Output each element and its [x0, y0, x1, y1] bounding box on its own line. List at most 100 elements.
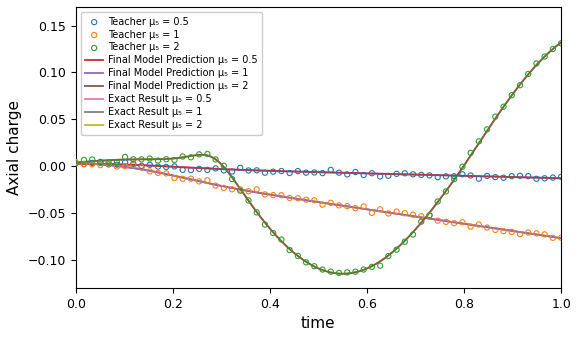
Teacher μ₅ = 2 — [236, 188, 245, 193]
Teacher μ₅ = 1 — [203, 177, 212, 183]
Teacher μ₅ = 0.5 — [343, 172, 352, 177]
Teacher μ₅ = 1 — [252, 187, 261, 192]
Final Model Prediction μ₅ = 1 — [303, 198, 310, 202]
Teacher μ₅ = 2 — [112, 160, 121, 165]
Teacher μ₅ = 0.5 — [532, 176, 541, 182]
Exact Result μ₅ = 0.5 — [72, 162, 79, 166]
Teacher μ₅ = 0.5 — [359, 172, 368, 178]
Teacher μ₅ = 1 — [186, 176, 195, 182]
Teacher μ₅ = 2 — [96, 160, 105, 166]
Final Model Prediction μ₅ = 1 — [335, 203, 342, 207]
Teacher μ₅ = 2 — [392, 247, 401, 252]
Teacher μ₅ = 2 — [442, 189, 451, 194]
Final Model Prediction μ₅ = 0.5 — [558, 176, 565, 180]
Exact Result μ₅ = 1 — [306, 199, 313, 203]
Final Model Prediction μ₅ = 0.5 — [470, 174, 477, 178]
Teacher μ₅ = 2 — [507, 93, 516, 98]
Teacher μ₅ = 0.5 — [302, 170, 311, 175]
Teacher μ₅ = 2 — [549, 46, 558, 52]
Teacher μ₅ = 2 — [293, 253, 302, 259]
Teacher μ₅ = 2 — [491, 114, 500, 119]
Exact Result μ₅ = 1 — [361, 207, 368, 211]
Teacher μ₅ = 0.5 — [236, 165, 245, 170]
Teacher μ₅ = 0.5 — [112, 162, 121, 167]
Teacher μ₅ = 2 — [425, 213, 434, 218]
Teacher μ₅ = 1 — [376, 207, 385, 212]
Exact Result μ₅ = 2 — [72, 160, 79, 164]
Teacher μ₅ = 2 — [170, 158, 179, 163]
Final Model Prediction μ₅ = 0.5 — [335, 171, 342, 175]
Teacher μ₅ = 1 — [499, 228, 508, 234]
Teacher μ₅ = 2 — [129, 156, 138, 162]
Teacher μ₅ = 0.5 — [310, 170, 319, 175]
Teacher μ₅ = 1 — [79, 162, 88, 167]
Final Model Prediction μ₅ = 2 — [303, 260, 310, 264]
Final Model Prediction μ₅ = 1 — [361, 207, 368, 211]
Teacher μ₅ = 2 — [557, 41, 566, 46]
Line: Exact Result μ₅ = 0.5: Exact Result μ₅ = 0.5 — [76, 164, 561, 178]
Final Model Prediction μ₅ = 2 — [335, 271, 342, 275]
Teacher μ₅ = 2 — [162, 156, 171, 162]
Teacher μ₅ = 1 — [532, 231, 541, 236]
Teacher μ₅ = 1 — [219, 185, 228, 191]
Teacher μ₅ = 1 — [351, 206, 360, 211]
Teacher μ₅ = 1 — [170, 175, 179, 181]
Teacher μ₅ = 1 — [343, 203, 352, 209]
Exact Result μ₅ = 1 — [72, 160, 79, 164]
Exact Result μ₅ = 2 — [471, 148, 478, 152]
Line: Final Model Prediction μ₅ = 2: Final Model Prediction μ₅ = 2 — [76, 43, 561, 274]
Teacher μ₅ = 2 — [104, 160, 113, 165]
Teacher μ₅ = 1 — [227, 187, 236, 192]
Final Model Prediction μ₅ = 0.5 — [72, 162, 79, 166]
Teacher μ₅ = 1 — [466, 224, 475, 229]
Teacher μ₅ = 0.5 — [129, 161, 138, 167]
Teacher μ₅ = 1 — [87, 162, 97, 167]
Teacher μ₅ = 1 — [334, 203, 343, 208]
Final Model Prediction μ₅ = 1 — [306, 199, 313, 203]
Teacher μ₅ = 0.5 — [425, 173, 434, 178]
Teacher μ₅ = 1 — [425, 213, 434, 218]
Final Model Prediction μ₅ = 2 — [471, 148, 478, 152]
Teacher μ₅ = 0.5 — [392, 171, 401, 176]
Teacher μ₅ = 2 — [260, 222, 269, 227]
Teacher μ₅ = 1 — [474, 222, 483, 227]
Exact Result μ₅ = 2 — [362, 267, 369, 271]
Teacher μ₅ = 0.5 — [483, 173, 492, 179]
Teacher μ₅ = 0.5 — [87, 160, 97, 166]
Teacher μ₅ = 2 — [285, 247, 294, 253]
Teacher μ₅ = 1 — [458, 219, 467, 225]
Teacher μ₅ = 2 — [417, 219, 426, 224]
Teacher μ₅ = 2 — [458, 164, 467, 169]
Teacher μ₅ = 1 — [359, 204, 368, 209]
Teacher μ₅ = 2 — [433, 199, 442, 204]
Teacher μ₅ = 1 — [269, 192, 278, 198]
Teacher μ₅ = 1 — [417, 214, 426, 219]
Teacher μ₅ = 2 — [466, 150, 475, 155]
Teacher μ₅ = 1 — [557, 235, 566, 240]
Teacher μ₅ = 0.5 — [145, 162, 154, 168]
Line: Exact Result μ₅ = 2: Exact Result μ₅ = 2 — [76, 43, 561, 274]
Teacher μ₅ = 2 — [367, 264, 376, 270]
Teacher μ₅ = 0.5 — [491, 174, 500, 180]
Teacher μ₅ = 0.5 — [549, 175, 558, 180]
Teacher μ₅ = 0.5 — [450, 173, 459, 179]
Teacher μ₅ = 2 — [310, 264, 319, 269]
Teacher μ₅ = 1 — [540, 232, 549, 237]
Exact Result μ₅ = 0.5 — [546, 176, 553, 180]
Final Model Prediction μ₅ = 1 — [546, 234, 553, 238]
Teacher μ₅ = 1 — [516, 232, 525, 237]
Teacher μ₅ = 2 — [178, 154, 187, 159]
Final Model Prediction μ₅ = 2 — [558, 41, 565, 45]
Teacher μ₅ = 1 — [195, 179, 204, 184]
Exact Result μ₅ = 1 — [335, 203, 342, 207]
Exact Result μ₅ = 2 — [558, 41, 565, 45]
Teacher μ₅ = 0.5 — [409, 172, 418, 177]
Teacher μ₅ = 1 — [384, 211, 393, 216]
Teacher μ₅ = 2 — [524, 71, 533, 77]
Exact Result μ₅ = 2 — [335, 271, 342, 275]
Teacher μ₅ = 1 — [524, 230, 533, 235]
Teacher μ₅ = 0.5 — [211, 166, 220, 171]
Teacher μ₅ = 2 — [343, 270, 352, 275]
Teacher μ₅ = 0.5 — [137, 163, 146, 169]
Teacher μ₅ = 2 — [359, 267, 368, 272]
